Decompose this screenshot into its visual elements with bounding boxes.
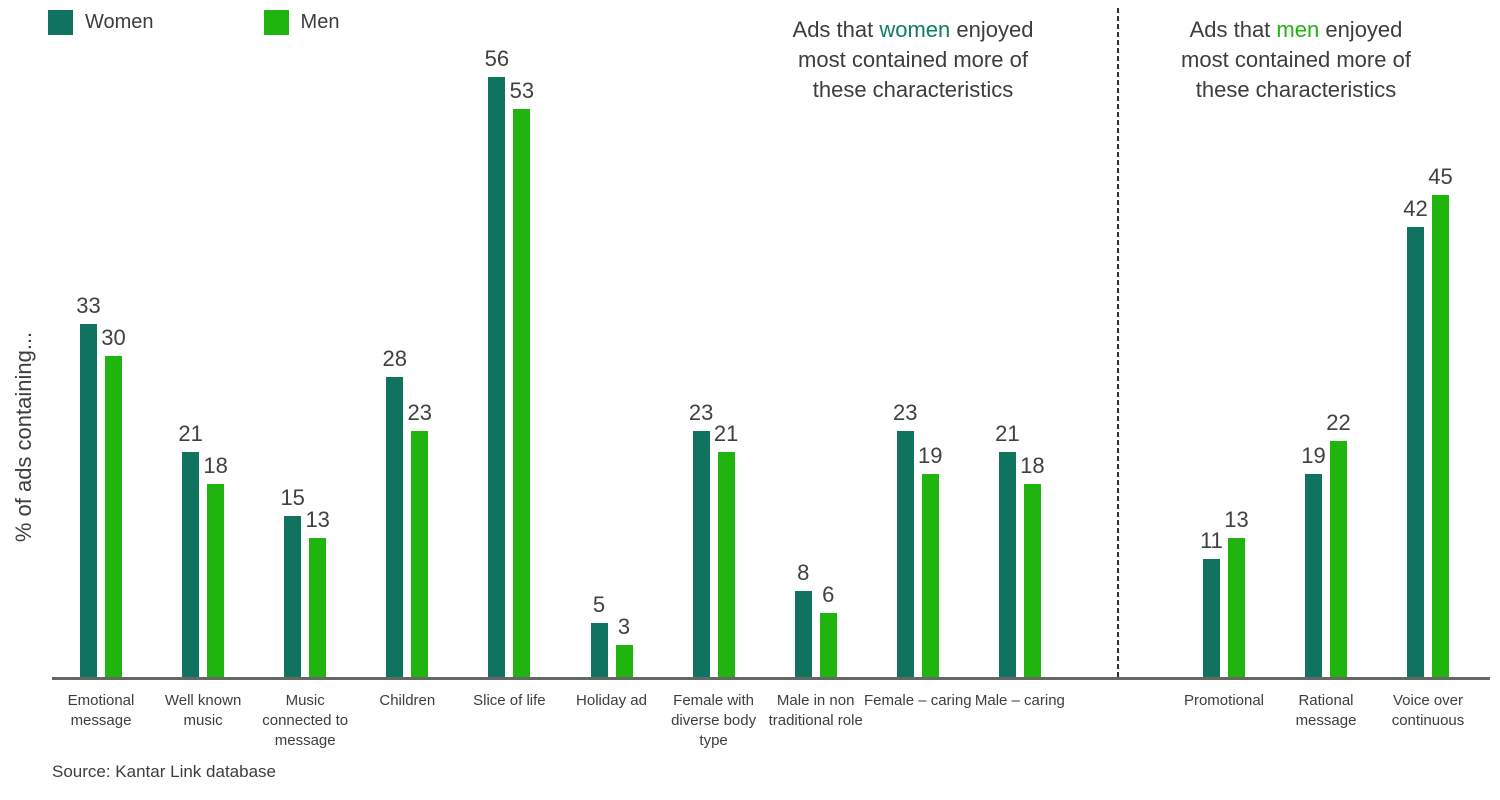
women-swatch-icon — [48, 10, 73, 35]
category-label-7: Female with diverse body type — [671, 692, 757, 749]
bar-women-7 — [692, 431, 710, 677]
value-label-men-13: 45 — [1428, 164, 1453, 189]
x-axis-line — [52, 677, 1490, 680]
value-label-women-12: 19 — [1301, 443, 1326, 468]
value-label-men-7: 21 — [713, 421, 739, 446]
value-label-men-6: 3 — [617, 614, 631, 639]
annotation-men-post: enjoyed — [1319, 17, 1403, 42]
legend-item-women: Women — [48, 10, 154, 35]
category-label-11: Promotional — [1183, 692, 1265, 709]
bar-men-4 — [411, 431, 429, 677]
bar-men-12 — [1330, 441, 1347, 677]
bar-women-4 — [386, 377, 404, 677]
annotation-men-pre: Ads that — [1189, 17, 1277, 42]
men-swatch-icon — [263, 10, 289, 35]
value-label-men-8: 6 — [822, 582, 835, 607]
category-label-8: Male in non traditional role — [768, 692, 863, 729]
bar-men-2 — [207, 484, 225, 677]
value-label-women-7: 23 — [688, 400, 714, 425]
bar-women-13 — [1407, 227, 1424, 677]
bar-men-9 — [921, 474, 939, 677]
category-label-12: Rational message — [1295, 692, 1357, 729]
annotation-men-highlight: men — [1276, 17, 1320, 42]
value-label-women-2: 21 — [178, 421, 203, 446]
bar-men-8 — [819, 613, 837, 677]
value-label-women-1: 33 — [76, 293, 101, 318]
value-label-women-5: 56 — [484, 46, 510, 71]
bar-women-12 — [1305, 474, 1322, 677]
bar-women-3 — [284, 516, 302, 677]
bar-men-7 — [717, 452, 735, 677]
bar-women-11 — [1203, 559, 1220, 677]
value-label-men-4: 23 — [407, 400, 433, 425]
annotation-women-line3: these characteristics — [812, 77, 1014, 102]
value-label-women-10: 21 — [995, 421, 1020, 446]
bar-men-1 — [105, 356, 122, 677]
value-label-women-11: 11 — [1200, 528, 1223, 553]
bar-women-8 — [794, 591, 812, 677]
value-label-women-13: 42 — [1403, 196, 1428, 221]
bar-women-1 — [80, 324, 97, 677]
annotation-women-pre: Ads that — [792, 17, 880, 42]
bar-women-6 — [590, 623, 608, 677]
value-label-men-12: 22 — [1326, 410, 1351, 435]
value-label-men-3: 13 — [305, 507, 330, 532]
bar-men-11 — [1228, 538, 1245, 677]
value-label-men-2: 18 — [203, 453, 228, 478]
annotation-women-line2: most contained more of — [798, 47, 1028, 72]
annotation-men-line2: most contained more of — [1181, 47, 1411, 72]
value-label-women-3: 15 — [280, 485, 305, 510]
bar-women-5 — [488, 77, 506, 677]
category-label-6: Holiday ad — [576, 692, 647, 709]
bar-men-10 — [1023, 484, 1041, 677]
bar-women-2 — [182, 452, 200, 677]
bar-men-13 — [1432, 195, 1449, 677]
value-label-women-8: 8 — [797, 560, 810, 585]
value-label-women-6: 5 — [592, 592, 606, 617]
category-label-2: Well known music — [164, 692, 242, 729]
category-label-9: Female – caring — [864, 692, 972, 709]
plot-area: 33 30 21 18 15 13 28 23 56 53 5 3 23 21 8 6 23 19 21 18 11 13… — [76, 46, 1453, 677]
bar-women-9 — [896, 431, 914, 677]
category-label-1: Emotional message — [67, 692, 135, 729]
legend-item-men: Men — [263, 10, 340, 35]
category-label-4: Children — [379, 692, 436, 709]
annotation-men: Ads that men enjoyed most contained more… — [1136, 15, 1456, 105]
value-label-men-5: 53 — [509, 78, 535, 103]
section-divider-dashed-line — [1117, 8, 1119, 677]
legend-label-women: Women — [85, 11, 154, 33]
value-label-women-9: 23 — [893, 400, 918, 425]
value-label-men-11: 13 — [1224, 507, 1249, 532]
value-label-men-1: 30 — [101, 325, 126, 350]
annotation-women: Ads that women enjoyed most contained mo… — [753, 15, 1073, 105]
bar-men-3 — [309, 538, 327, 677]
annotation-women-post: enjoyed — [950, 17, 1034, 42]
bar-women-10 — [998, 452, 1016, 677]
annotation-men-line3: these characteristics — [1195, 77, 1397, 102]
category-label-13: Voice over continuous — [1391, 692, 1465, 729]
source-note: Source: Kantar Link database — [52, 762, 276, 781]
bar-men-6 — [615, 645, 633, 677]
legend-label-men: Men — [300, 11, 340, 33]
category-label-10: Male – caring — [974, 692, 1065, 709]
value-label-men-9: 19 — [918, 443, 943, 468]
annotation-women-highlight: women — [879, 17, 951, 42]
bar-men-5 — [513, 109, 531, 677]
category-label-5: Slice of life — [473, 692, 546, 709]
legend: Women Men — [48, 10, 339, 35]
value-label-women-4: 28 — [382, 346, 408, 371]
value-label-men-10: 18 — [1020, 453, 1045, 478]
category-label-3: Music connected to message — [262, 692, 349, 749]
